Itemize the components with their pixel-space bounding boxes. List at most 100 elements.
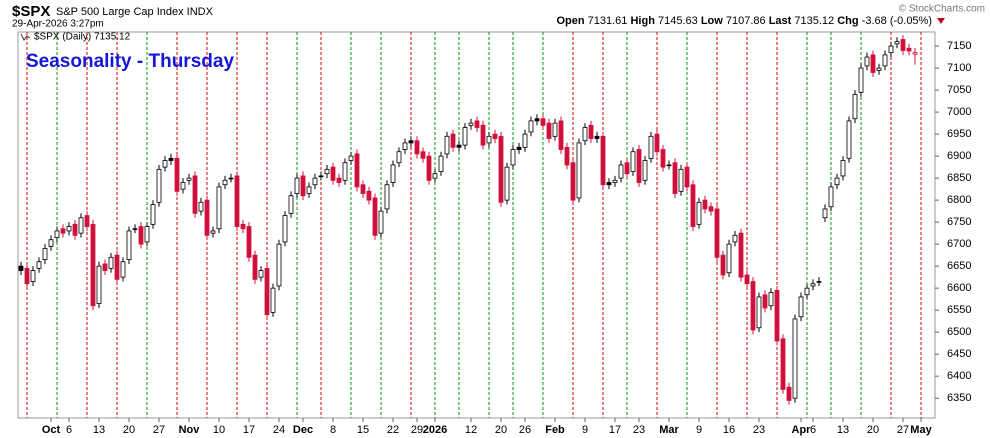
candle-body [720,254,726,276]
candle-body [138,226,144,245]
x-tick-label: 20 [867,424,879,436]
candle-body [474,120,480,128]
y-tick-label: 6550 [947,304,971,316]
quote: Open 7131.61 High 7145.63 Low 7107.86 La… [556,15,932,27]
candle-body [30,270,36,282]
candle-body [450,133,456,148]
candle-body [96,265,102,304]
candle-body [588,124,594,139]
candle-body [858,67,864,93]
y-tick-label: 7150 [947,40,971,52]
candle-body [270,287,276,313]
down-arrow [937,18,945,24]
candle-body [42,248,48,260]
candle-body [624,162,630,175]
candle-body [558,120,564,150]
y-tick-label: 6500 [947,326,971,338]
candle-body [600,135,606,186]
x-tick-label: 6 [66,424,72,436]
candle-body [276,243,282,287]
plot: 6350 6400 6450 6500 6550 6600 6650 6700 6750 6800… [18,32,971,436]
candle-body [294,177,300,194]
candle-body [378,210,384,234]
candle-body [786,386,792,401]
candle-body [912,52,918,55]
candle-body [510,149,516,166]
candle-body [672,162,678,194]
candle-body [456,144,462,148]
candle-body [606,182,612,186]
candle-body [534,118,540,122]
y-tick-label: 6850 [947,172,971,184]
candle-body [504,166,510,201]
candle-body [330,166,336,181]
x-tick-label: 23 [633,424,645,436]
candle-body [84,215,90,227]
candle-body [732,234,738,243]
candle-body [246,226,252,258]
candle-body [306,186,312,194]
candle-body [660,149,666,168]
y-tick-label: 6400 [947,370,971,382]
x-tick-label: 20 [123,424,135,436]
candle-body [360,184,366,194]
x-tick-label: 17 [243,424,255,436]
candle-body [516,146,522,150]
candle-body [342,162,348,181]
x-tick-label: 23 [753,424,765,436]
security-name: S&P 500 Large Cap Index INDX [56,6,214,18]
candle-body [522,133,528,148]
y-tick-label: 6600 [947,282,971,294]
candle-body [420,151,426,159]
candle-body [402,142,408,150]
candle-body [162,160,168,168]
x-tick-label: Feb [545,424,565,436]
x-tick-label: 22 [387,424,399,436]
candle-body [78,217,84,234]
plot-frame [17,31,936,419]
quote-value: 7107.86 [726,15,766,27]
candle-body [678,168,684,192]
x-tick-label: 27 [153,424,165,436]
candle-body [204,199,210,236]
candle-body [726,243,732,274]
candle-body [366,190,372,201]
quote-value: 7145.63 [658,15,698,27]
candle-body [744,274,750,285]
candle-body [864,56,870,67]
candle-body [480,124,486,146]
candle-body [636,149,642,183]
x-tick-label: 17 [609,424,621,436]
y-tick-label: 6800 [947,194,971,206]
candle-body [168,157,174,161]
x-tick-label: 27 [897,424,909,436]
candle-body [714,208,720,258]
candle-body [66,226,72,232]
candle-body [408,140,414,144]
candle-body [336,177,342,183]
candle-body [354,153,360,188]
candle-body [582,127,588,142]
candle-body [882,54,888,67]
candle-body [174,157,180,192]
candle-body [906,47,912,52]
candle-body [24,267,30,285]
candle-body [618,164,624,179]
candle-body [630,151,636,172]
legend: $SPX (Daily) 7135.12 [34,32,131,43]
candle-body [438,155,444,172]
candle-body [852,94,858,120]
candle-body [108,256,114,269]
candle-body [540,118,546,126]
candle-body [648,135,654,159]
candle-body [180,182,186,190]
x-tick-label: 20 [495,424,507,436]
candle-body [234,175,240,227]
timestamp: 29-Apr-2026 3:27pm [12,19,104,30]
candle-body [312,177,318,186]
x-tick-label: 9 [582,424,588,436]
x-tick-label: Oct [42,424,61,436]
candle-body [822,208,828,219]
x-tick-label: 16 [723,424,735,436]
y-tick-label: 6950 [947,128,971,140]
